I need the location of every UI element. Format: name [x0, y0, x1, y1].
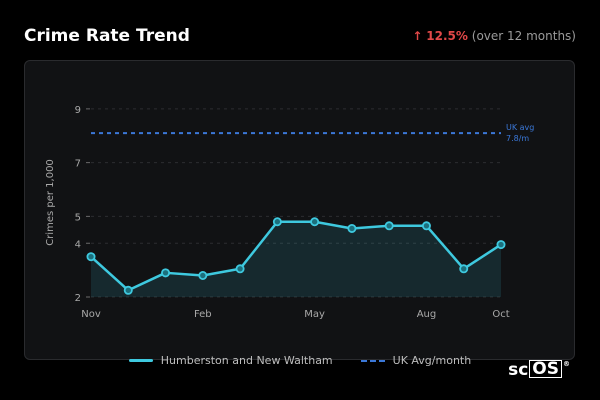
data-point: [123, 285, 133, 295]
series-line: [90, 220, 502, 292]
legend-swatch-reference: [360, 359, 385, 362]
x-tick-label: Aug: [417, 309, 437, 320]
reference-value-label: 7.8/m: [506, 134, 529, 143]
brand-logo: sc OS ®: [508, 360, 570, 380]
x-tick-label: Feb: [194, 309, 212, 320]
logo-boxed-text: OS: [529, 360, 562, 378]
data-point: [272, 217, 282, 227]
data-point: [161, 268, 171, 278]
data-point: [310, 217, 320, 227]
data-point: [421, 221, 431, 231]
registered-mark: ®: [563, 360, 570, 368]
data-point: [384, 221, 394, 231]
data-point: [459, 264, 469, 274]
legend-item-reference[interactable]: UK Avg/month: [360, 354, 472, 367]
series-area: [91, 221, 501, 297]
y-tick-label: 2: [75, 293, 81, 304]
y-tick-label: 4: [75, 239, 81, 250]
chart-card: [24, 60, 575, 360]
data-point: [86, 252, 96, 262]
change-note: (over 12 months): [471, 29, 576, 43]
x-tick-label: May: [304, 309, 325, 320]
y-tick-label: 5: [75, 212, 81, 223]
data-point: [496, 240, 506, 250]
change-value: 12.5%: [426, 29, 468, 43]
legend-item-series[interactable]: Humberston and New Waltham: [128, 354, 333, 367]
y-tick-label: 7: [75, 159, 81, 170]
data-point: [235, 264, 245, 274]
chart-title: Crime Rate Trend: [24, 26, 190, 46]
logo-text: sc: [508, 360, 529, 380]
x-tick-label: Nov: [81, 309, 101, 320]
data-point: [347, 223, 357, 233]
reference-label: UK avg: [506, 123, 534, 132]
change-indicator: ↑ 12.5% (over 12 months): [412, 29, 576, 43]
legend-swatch-series: [128, 359, 153, 362]
trend-up-icon: ↑: [412, 29, 423, 43]
y-axis-label: Crimes per 1,000: [45, 159, 56, 246]
chart-legend: Humberston and New Waltham UK Avg/month: [0, 354, 600, 367]
legend-label-reference: UK Avg/month: [392, 354, 472, 367]
y-tick-label: 9: [75, 105, 81, 116]
legend-label-series: Humberston and New Waltham: [160, 354, 333, 367]
x-tick-label: Oct: [492, 309, 509, 320]
data-point: [198, 270, 208, 280]
